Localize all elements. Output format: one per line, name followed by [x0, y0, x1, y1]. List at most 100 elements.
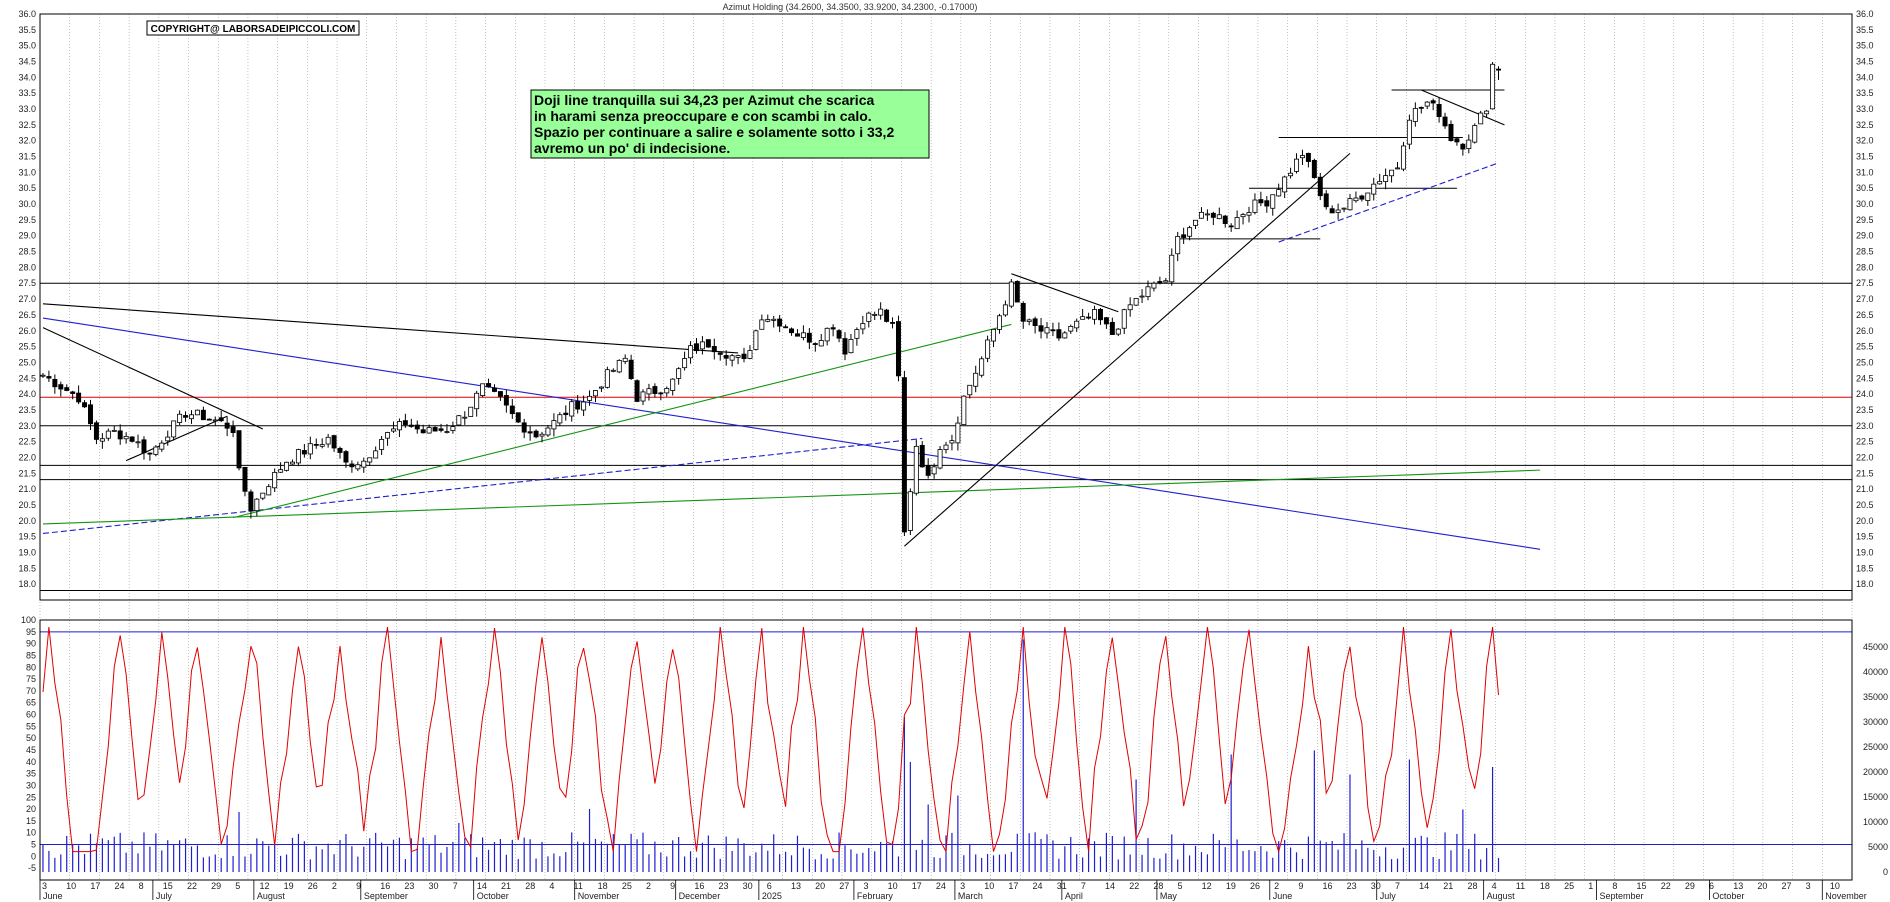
candle-body: [717, 352, 723, 355]
candle-body: [70, 391, 76, 394]
price-tick-right: 29.0: [1856, 231, 1874, 241]
price-tick-left: 23.0: [18, 421, 36, 431]
candle-body: [967, 384, 973, 396]
trendline: [232, 323, 1012, 519]
x-day-tick: 1: [1588, 881, 1593, 891]
x-day-tick: 17: [912, 881, 922, 891]
x-day-tick: 7: [453, 881, 458, 891]
candle-body: [1169, 254, 1175, 283]
x-day-tick: 15: [163, 881, 173, 891]
candle-body: [533, 430, 539, 438]
candle-body: [1454, 138, 1460, 143]
price-tick-left: 23.5: [18, 405, 36, 415]
x-month-label: July: [156, 891, 173, 901]
x-day-tick: 13: [791, 881, 801, 891]
candle-body: [1371, 183, 1377, 195]
candle-body: [402, 420, 408, 425]
candle-body: [1311, 159, 1317, 179]
x-day-tick: 2: [1274, 881, 1279, 891]
candle-body: [646, 388, 652, 395]
price-tick-left: 30.5: [18, 183, 36, 193]
copyright-box: COPYRIGHT@ LABORSADEIPICCOLI.COM: [146, 20, 360, 36]
candle-body: [1436, 104, 1442, 117]
candle-body: [147, 452, 153, 455]
candle-body: [111, 429, 117, 432]
price-tick-left: 34.0: [18, 72, 36, 82]
candle-body: [1258, 199, 1264, 204]
candle-body: [901, 377, 907, 533]
x-month-label: March: [958, 891, 983, 901]
oscillator-tick: 15: [26, 816, 36, 826]
x-day-tick: 18: [598, 881, 608, 891]
candle-body: [278, 469, 284, 473]
oscillator-tick: 70: [26, 686, 36, 696]
candle-body: [159, 442, 165, 450]
candle-body: [129, 436, 135, 442]
x-day-tick: 27: [839, 881, 849, 891]
oscillator-tick: 5: [31, 840, 36, 850]
candle-body: [408, 424, 414, 427]
candle-body: [598, 386, 604, 389]
candle-body: [367, 457, 373, 463]
x-day-tick: 24: [1033, 881, 1043, 891]
candle-body: [652, 386, 658, 394]
candle-body: [616, 360, 622, 373]
candle-body: [105, 430, 111, 439]
candle-body: [1038, 325, 1044, 332]
candle-body: [355, 464, 361, 470]
price-tick-right: 32.5: [1856, 120, 1874, 130]
annotation-line-4: avremo un po' di indecisione.: [534, 140, 730, 156]
candle-body: [1056, 329, 1062, 339]
candle-body: [165, 436, 171, 442]
x-day-tick: 9: [356, 881, 361, 891]
volume-series: [42, 639, 1500, 872]
candle-body: [1460, 143, 1466, 150]
candle-body: [260, 492, 266, 499]
x-day-tick: 3: [42, 881, 47, 891]
candle-body: [64, 387, 70, 391]
candle-body: [486, 383, 492, 388]
price-tick-right: 33.5: [1856, 88, 1874, 98]
candle-body: [1276, 189, 1282, 197]
candlestick-series: [40, 62, 1501, 536]
candle-body: [985, 339, 991, 359]
candle-body: [1181, 234, 1187, 238]
candle-body: [515, 412, 521, 423]
price-tick-left: 33.0: [18, 104, 36, 114]
x-day-tick: 19: [1226, 881, 1236, 891]
candle-body: [587, 395, 593, 401]
price-tick-left: 19.5: [18, 532, 36, 542]
candle-body: [1406, 119, 1412, 145]
candle-body: [658, 392, 664, 395]
candle-body: [40, 374, 46, 377]
candle-body: [919, 444, 925, 468]
x-month-label: June: [1273, 891, 1293, 901]
x-day-tick: 30: [429, 881, 439, 891]
candle-body: [996, 315, 1002, 330]
candle-body: [349, 463, 355, 468]
trendline: [42, 317, 1541, 550]
candle-body: [759, 319, 765, 330]
x-day-tick: 17: [90, 881, 100, 891]
price-tick-right: 24.0: [1856, 389, 1874, 399]
candle-body: [183, 415, 189, 418]
candle-body: [123, 435, 129, 440]
candle-body: [480, 383, 486, 396]
price-tick-right: 31.5: [1856, 152, 1874, 162]
x-day-tick: 2: [646, 881, 651, 891]
candle-body: [1187, 227, 1193, 237]
candle-body: [46, 376, 52, 379]
trendline: [1011, 273, 1119, 313]
candle-body: [1222, 215, 1228, 224]
x-day-tick: 29: [211, 881, 221, 891]
x-day-tick: 10: [888, 881, 898, 891]
candle-body: [955, 422, 961, 444]
candle-body: [1193, 219, 1199, 226]
oscillator-tick: 40: [26, 757, 36, 767]
candle-body: [218, 417, 224, 422]
candle-body: [76, 392, 82, 403]
candle-body: [1062, 332, 1068, 339]
oscillator-panel-frame: [39, 619, 1853, 881]
candle-body: [58, 384, 64, 390]
candle-body: [1400, 145, 1406, 170]
